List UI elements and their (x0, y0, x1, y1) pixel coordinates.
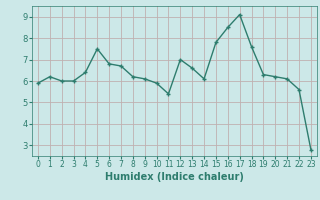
X-axis label: Humidex (Indice chaleur): Humidex (Indice chaleur) (105, 172, 244, 182)
